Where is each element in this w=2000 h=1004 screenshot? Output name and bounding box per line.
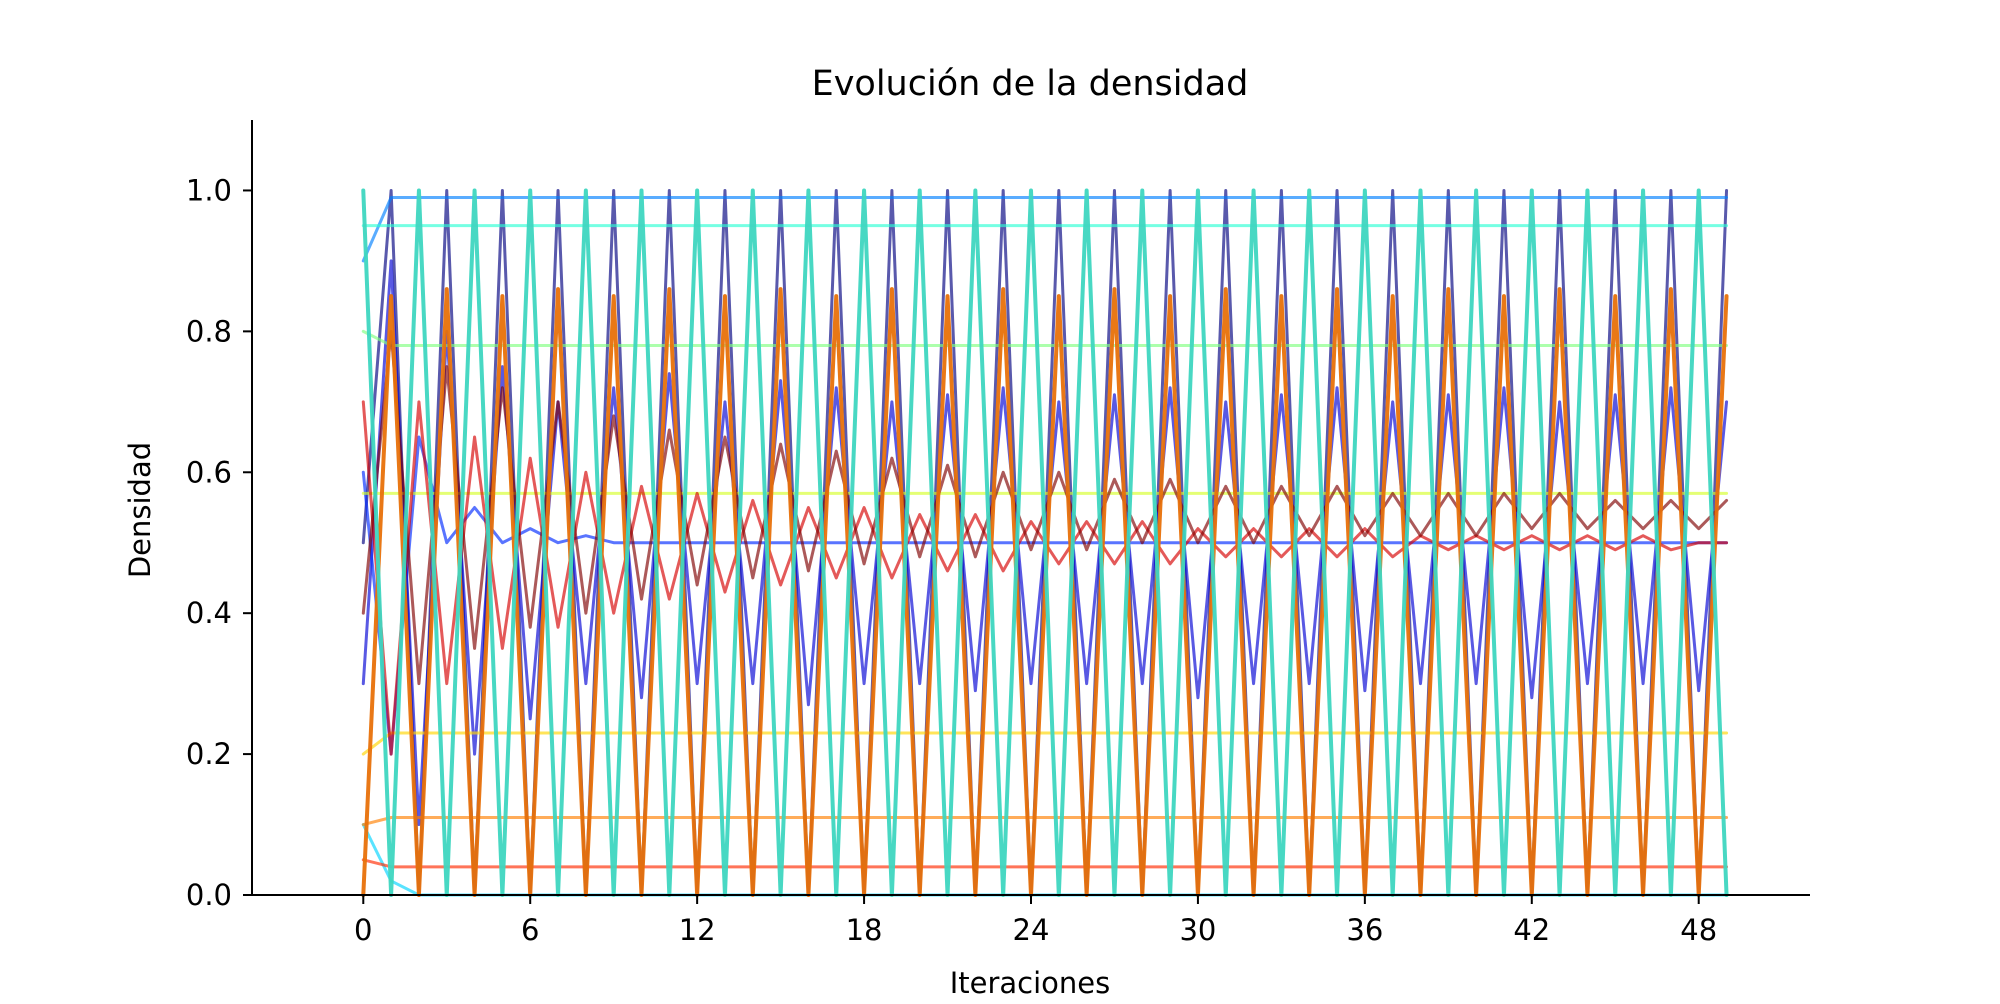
chart-title: Evolución de la densidad bbox=[812, 64, 1249, 104]
series-line-13 bbox=[361, 858, 1729, 869]
y-tick-label: 1.0 bbox=[186, 173, 232, 207]
series-layer bbox=[361, 188, 1729, 897]
x-tick-label: 48 bbox=[1680, 913, 1717, 947]
series-line-12 bbox=[361, 816, 1729, 827]
y-tick-label: 0.8 bbox=[186, 314, 232, 348]
y-tick-label: 0.4 bbox=[186, 596, 232, 630]
x-tick-label: 0 bbox=[354, 913, 372, 947]
x-axis-label: Iteraciones bbox=[950, 966, 1111, 1000]
x-tick-label: 12 bbox=[679, 913, 716, 947]
x-axis-ticks: 0 6 12 18 24 30 36 42 48 bbox=[354, 895, 1717, 947]
y-axis-ticks: 0.0 0.2 0.4 0.6 0.8 1.0 bbox=[186, 173, 252, 912]
y-axis-label: Densidad bbox=[123, 442, 157, 578]
x-tick-label: 30 bbox=[1179, 913, 1216, 947]
series-line-7 bbox=[361, 823, 1729, 897]
y-tick-label: 0.0 bbox=[186, 878, 232, 912]
y-tick-label: 0.6 bbox=[186, 455, 232, 489]
series-line-6 bbox=[361, 196, 1729, 263]
x-tick-label: 42 bbox=[1513, 913, 1550, 947]
series-line-2 bbox=[361, 188, 1729, 897]
x-tick-label: 18 bbox=[846, 913, 883, 947]
x-tick-label: 6 bbox=[521, 913, 539, 947]
series-line-9 bbox=[361, 329, 1729, 347]
x-tick-label: 36 bbox=[1346, 913, 1383, 947]
series-line-1 bbox=[361, 287, 1729, 897]
x-tick-label: 24 bbox=[1013, 913, 1050, 947]
series-line-11 bbox=[361, 731, 1729, 756]
y-tick-label: 0.2 bbox=[186, 737, 232, 771]
